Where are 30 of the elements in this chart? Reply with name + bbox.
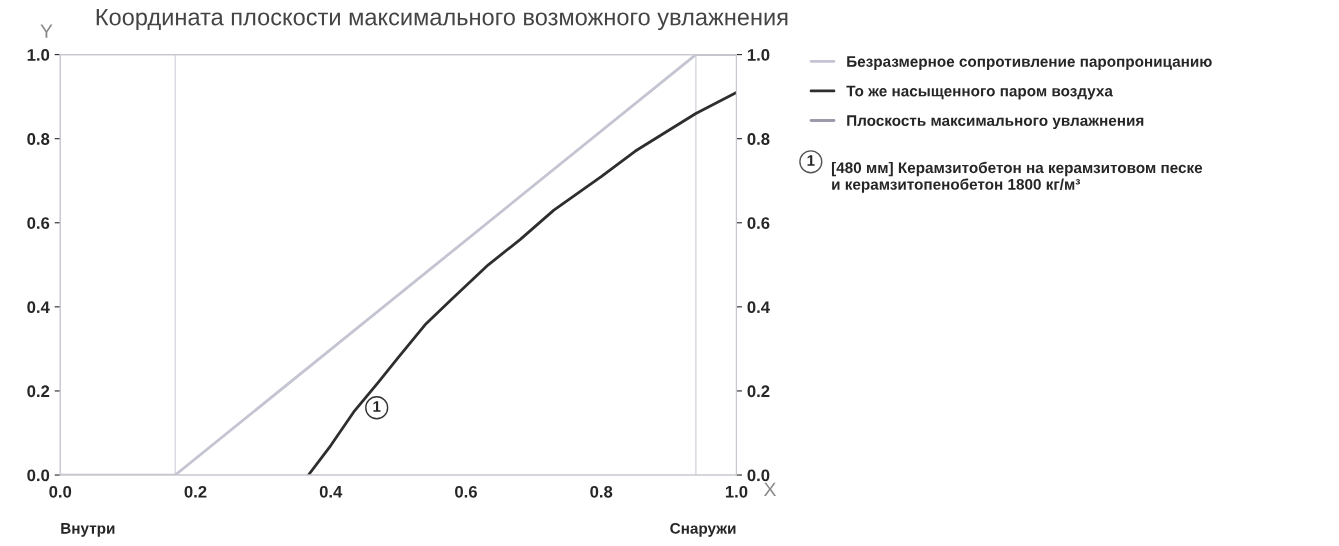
y-tick-label: 0.6 [27, 217, 50, 229]
legend-label: Плоскость максимального увлажнения [847, 115, 1144, 130]
y2-tick-label: 0.0 [747, 469, 770, 482]
text: 1 [807, 155, 815, 166]
y-tick-label: 0.0 [27, 469, 50, 482]
x-axis-title: X [763, 482, 777, 497]
y2-tick-label: 1.0 [747, 49, 770, 61]
x-tick-label: 0.8 [590, 485, 613, 498]
y-tick-label: 0.4 [27, 301, 50, 314]
text: Внутри [61, 523, 115, 537]
x-tick-label: 0.0 [49, 485, 72, 498]
line-series [307, 91, 737, 476]
x-tick-label: 0.2 [184, 485, 207, 498]
y-tick-label: 0.8 [27, 133, 50, 145]
x-tick-label: 0.6 [455, 485, 477, 498]
y2-tick-label: 0.2 [747, 385, 770, 398]
y-tick-label: 1.0 [27, 49, 50, 61]
text: [480 мм] Керамзитобетон на керамзитовом песке и керамзитопенобетон 1800 кг/м³ [831, 161, 1203, 193]
x-tick-label: 0.4 [319, 485, 343, 498]
x-tick-label: 1.0 [725, 485, 748, 498]
annotation: 1 [373, 401, 381, 412]
y-axis-title: Y [40, 24, 53, 38]
y-tick-label: 0.2 [27, 385, 50, 398]
y2-tick-label: 0.6 [747, 217, 770, 229]
legend-label: То же насыщенного паром воздуха [846, 85, 1113, 100]
text: Снаружи [670, 522, 736, 537]
y2-tick-label: 0.4 [747, 301, 770, 314]
y2-tick-label: 0.8 [747, 133, 770, 145]
legend-label: Безразмерное сопротивление паропроницанию [847, 56, 1212, 70]
chart-title: Координата плоскости максимального возможного увлажнения [96, 8, 788, 31]
